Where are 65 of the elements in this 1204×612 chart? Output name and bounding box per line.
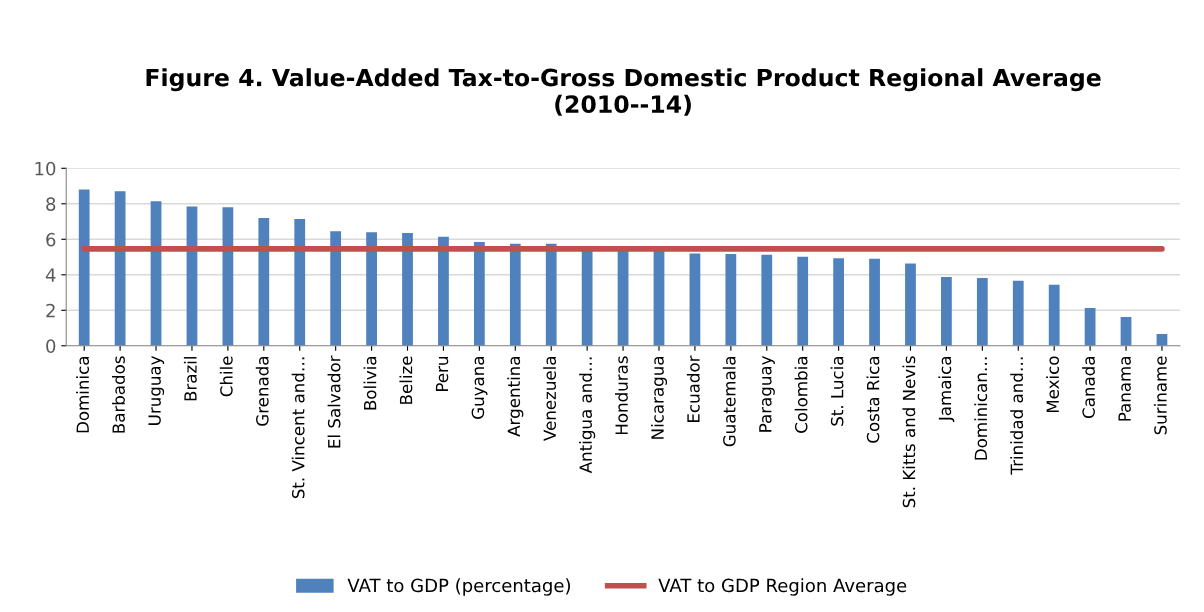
x-tick-label: Nicaragua <box>650 357 668 439</box>
x-tick-label: Canada <box>1082 357 1095 418</box>
x-tick-label: Dominica <box>76 357 90 433</box>
bar <box>78 189 90 346</box>
bar <box>1120 317 1132 346</box>
x-tick-label: El Salvador <box>327 355 341 448</box>
bar <box>941 277 952 346</box>
bar <box>797 256 809 346</box>
bar <box>1084 307 1096 346</box>
x-tick-label: Guyana <box>471 357 488 419</box>
y-tick-label: 4 <box>45 268 56 282</box>
x-tick-label: Trinidad and… <box>1010 357 1024 475</box>
legend-label: VAT to GDP (percentage) <box>347 578 570 596</box>
x-tick-label: Peru <box>435 357 449 391</box>
bar <box>366 232 377 346</box>
x-tick-label: Honduras <box>615 356 628 435</box>
x-tick-label: Dominican… <box>974 357 988 460</box>
bar <box>976 277 988 346</box>
bar <box>581 249 593 346</box>
bar <box>402 233 413 346</box>
x-tick-label: Panama <box>1118 357 1131 421</box>
bar <box>1012 280 1024 346</box>
x-tick-label: Chile <box>219 356 233 397</box>
bar <box>833 258 845 346</box>
bar <box>761 254 773 346</box>
x-tick-label: Paraguay <box>759 356 775 432</box>
bar <box>869 258 880 346</box>
x-tick-label: Argentina <box>507 357 524 437</box>
y-tick-label: 10 <box>35 161 56 176</box>
x-tick-label: Antigua and… <box>579 357 596 474</box>
x-tick-label: Barbados <box>112 356 125 433</box>
x-tick-label: Brazil <box>183 357 197 401</box>
y-tick-label: 2 <box>46 303 55 318</box>
x-tick-label: Ecuador <box>686 355 700 422</box>
x-tick-label: Uruguay <box>148 356 165 425</box>
bar <box>1048 284 1060 346</box>
x-tick-label: Colombia <box>794 357 808 433</box>
x-tick-label: Mexico <box>1046 356 1060 413</box>
x-tick-label: Jamaica <box>938 357 955 422</box>
bar <box>222 207 234 346</box>
x-tick-label: St. Kitts and Nevis <box>902 356 916 508</box>
x-tick-label: Suriname <box>1153 356 1167 435</box>
bar <box>438 236 449 346</box>
x-tick-label: St. Vincent and… <box>291 357 305 499</box>
bar <box>725 254 737 346</box>
y-tick-label: 0 <box>46 339 56 353</box>
bar <box>473 241 485 346</box>
x-tick-label: Belize <box>399 356 413 404</box>
y-tick-label: 6 <box>46 232 56 247</box>
bar <box>509 243 521 346</box>
bar <box>258 217 270 346</box>
bar <box>294 218 306 346</box>
bar <box>905 263 916 346</box>
bar <box>330 231 342 346</box>
x-tick-label: St. Lucia <box>830 357 844 426</box>
bar <box>545 243 557 346</box>
x-tick-label: Guatemala <box>722 357 736 447</box>
bar <box>689 253 701 346</box>
legend-label: VAT to GDP Region Average <box>658 578 907 596</box>
y-tick-label: 8 <box>46 197 56 211</box>
x-tick-label: Costa Rica <box>866 357 880 443</box>
x-tick-label: Venezuela <box>543 357 557 441</box>
x-tick-label: Bolivia <box>363 357 377 410</box>
chart-title: Figure 4. Value-Added Tax-to-Gross Domestic Product Regional Average (2010--14) <box>146 68 1101 116</box>
x-tick-label: Grenada <box>255 357 269 426</box>
